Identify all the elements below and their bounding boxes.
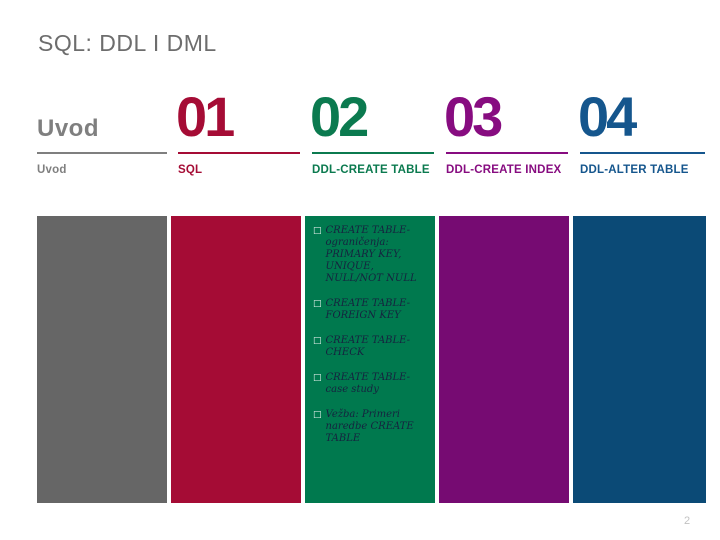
section-label: SQL [178, 164, 203, 176]
square-bullet-icon: □ [313, 226, 322, 236]
page-number: 2 [684, 515, 691, 527]
list-item-text: Vežba: Primeri naredbe CREATE TABLE [325, 409, 414, 444]
intro-heading: Uvod [37, 115, 99, 142]
section-number: 04 [578, 85, 637, 148]
section-column-04: 04 DDL-ALTER TABLE [573, 89, 706, 505]
section-column-01: 01 SQL [171, 89, 301, 505]
topic-list: □ CREATE TABLE-ograničenja: PRIMARY KEY,… [305, 216, 435, 503]
section-label: DDL-ALTER TABLE [580, 164, 689, 176]
list-item: □ Vežba: Primeri naredbe CREATE TABLE [313, 409, 432, 445]
section-label: DDL-CREATE INDEX [446, 164, 562, 176]
list-item-text: CREATE TABLE-FOREIGN KEY [325, 298, 411, 321]
section-block: □ CREATE TABLE-ograničenja: PRIMARY KEY,… [305, 216, 435, 503]
section-column-03: 03 DDL-CREATE INDEX [439, 89, 569, 505]
section-label: DDL-CREATE TABLE [312, 164, 430, 176]
intro-label: Uvod [37, 164, 67, 176]
section-block [573, 216, 706, 503]
section-number: 02 [310, 85, 369, 148]
section-block [439, 216, 569, 503]
list-item: □ CREATE TABLE-CHECK [313, 335, 432, 359]
section-block [171, 216, 301, 503]
list-item-text: CREATE TABLE-CHECK [325, 335, 411, 358]
section-number: 01 [176, 85, 235, 148]
section-number: 03 [444, 85, 503, 148]
square-bullet-icon: □ [313, 410, 322, 420]
section-column-02: 02 DDL-CREATE TABLE □ CREATE TABLE-ogran… [305, 89, 435, 505]
list-item-text: CREATE TABLE-case study [325, 372, 411, 395]
square-bullet-icon: □ [313, 373, 322, 383]
section-underline [580, 152, 705, 154]
section-underline [312, 152, 434, 154]
list-item: □ CREATE TABLE-ograničenja: PRIMARY KEY,… [313, 225, 432, 285]
intro-block [37, 216, 167, 503]
section-underline [446, 152, 568, 154]
square-bullet-icon: □ [313, 336, 322, 346]
slide-title: SQL: DDL I DML [38, 30, 217, 56]
list-item-text: CREATE TABLE-ograničenja: PRIMARY KEY, U… [325, 225, 417, 284]
section-underline [178, 152, 300, 154]
intro-underline [37, 152, 167, 154]
intro-column: Uvod Uvod [37, 95, 167, 505]
list-item: □ CREATE TABLE-FOREIGN KEY [313, 298, 432, 322]
list-item: □ CREATE TABLE-case study [313, 372, 432, 396]
square-bullet-icon: □ [313, 299, 322, 309]
